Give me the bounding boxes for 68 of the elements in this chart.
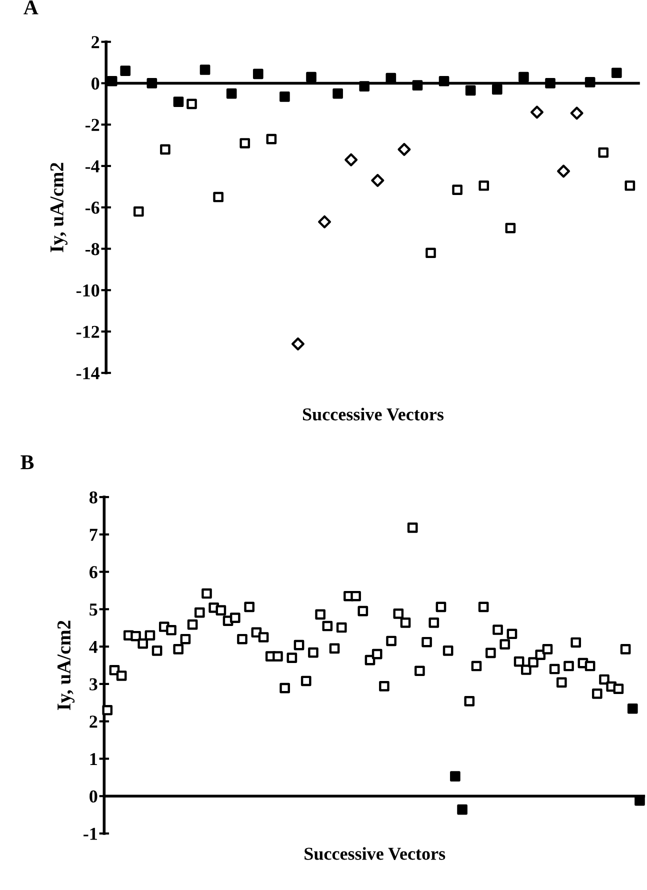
y-tick-label: -2 xyxy=(85,118,100,131)
point xyxy=(186,98,197,110)
point xyxy=(627,703,638,714)
y-tick-label: 6 xyxy=(90,566,98,578)
point xyxy=(240,138,250,148)
point xyxy=(478,180,490,191)
point xyxy=(266,134,277,144)
x-axis-title: Successive Vectors xyxy=(304,847,446,860)
y-tick-label: 2 xyxy=(92,36,100,48)
y-tick-label: 3 xyxy=(90,678,98,690)
point xyxy=(318,215,332,228)
chart-title: A xyxy=(24,0,38,14)
point xyxy=(611,68,622,78)
point xyxy=(505,222,516,234)
point xyxy=(146,78,158,88)
point xyxy=(120,66,131,76)
point xyxy=(291,337,304,350)
point xyxy=(344,153,358,166)
y-axis-title: Iy, uA/cm2 xyxy=(50,162,68,252)
y-tick-label: 4 xyxy=(89,640,98,653)
y-tick-label: 0 xyxy=(90,790,98,803)
point xyxy=(598,147,609,158)
point xyxy=(133,206,144,217)
point xyxy=(226,88,237,99)
point xyxy=(570,106,584,120)
point xyxy=(306,72,316,82)
point xyxy=(332,88,343,99)
point xyxy=(518,72,529,82)
point xyxy=(160,144,170,155)
point xyxy=(530,106,544,119)
y-tick-label: 7 xyxy=(90,528,98,541)
point xyxy=(371,174,384,187)
point xyxy=(173,96,184,107)
y-tick-label: -4 xyxy=(85,160,100,172)
point xyxy=(492,84,502,95)
y-axis-title: Iy, uA/cm2 xyxy=(57,620,75,710)
y-tick-label: -6 xyxy=(85,202,100,214)
point xyxy=(452,184,462,195)
y-tick-label: 0 xyxy=(92,77,100,90)
y-tick-label: -8 xyxy=(85,243,100,256)
point xyxy=(386,72,396,84)
y-tick-label: -12 xyxy=(76,326,100,338)
point xyxy=(106,76,118,86)
y-tick-label: -10 xyxy=(76,284,100,297)
point xyxy=(398,142,411,156)
point xyxy=(200,64,210,75)
point xyxy=(359,81,370,92)
point xyxy=(465,85,476,96)
x-axis-title: Successive Vectors xyxy=(302,408,444,421)
point xyxy=(438,76,450,86)
point xyxy=(624,180,636,191)
point xyxy=(457,804,468,815)
y-tick-label: 5 xyxy=(90,604,98,616)
point xyxy=(545,78,556,88)
y-tick-label: 1 xyxy=(90,753,97,765)
y-tick-label: 2 xyxy=(90,716,98,728)
y-tick-label: -14 xyxy=(76,367,100,380)
point xyxy=(450,771,460,782)
point xyxy=(252,68,264,80)
point xyxy=(213,192,224,202)
y-tick-label: 8 xyxy=(89,491,98,504)
point xyxy=(557,164,570,178)
y-tick-label: -1 xyxy=(84,828,97,840)
chart-title: B xyxy=(20,455,34,470)
point xyxy=(426,248,436,258)
point xyxy=(412,80,423,90)
point xyxy=(280,92,290,102)
point xyxy=(584,77,596,88)
